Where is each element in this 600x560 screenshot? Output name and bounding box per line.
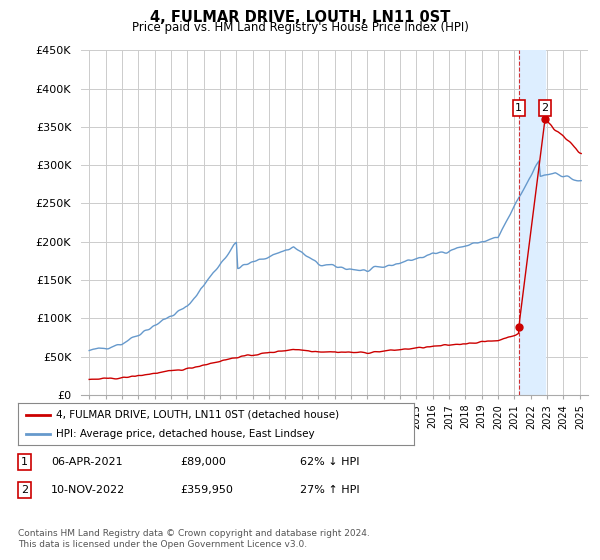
Text: 2: 2 <box>541 103 548 113</box>
Text: 1: 1 <box>21 457 28 467</box>
Text: 1: 1 <box>515 103 523 113</box>
Text: 06-APR-2021: 06-APR-2021 <box>51 457 122 467</box>
Text: Contains HM Land Registry data © Crown copyright and database right 2024.
This d: Contains HM Land Registry data © Crown c… <box>18 529 370 549</box>
Text: 62% ↓ HPI: 62% ↓ HPI <box>300 457 359 467</box>
Bar <box>519 50 545 395</box>
Text: 10-NOV-2022: 10-NOV-2022 <box>51 485 125 495</box>
Text: HPI: Average price, detached house, East Lindsey: HPI: Average price, detached house, East… <box>56 429 314 439</box>
Text: £89,000: £89,000 <box>180 457 226 467</box>
Text: 27% ↑ HPI: 27% ↑ HPI <box>300 485 359 495</box>
Text: 2: 2 <box>21 485 28 495</box>
Text: 4, FULMAR DRIVE, LOUTH, LN11 0ST: 4, FULMAR DRIVE, LOUTH, LN11 0ST <box>150 10 450 25</box>
Text: Price paid vs. HM Land Registry's House Price Index (HPI): Price paid vs. HM Land Registry's House … <box>131 21 469 34</box>
Text: £359,950: £359,950 <box>180 485 233 495</box>
Text: 4, FULMAR DRIVE, LOUTH, LN11 0ST (detached house): 4, FULMAR DRIVE, LOUTH, LN11 0ST (detach… <box>56 409 339 419</box>
